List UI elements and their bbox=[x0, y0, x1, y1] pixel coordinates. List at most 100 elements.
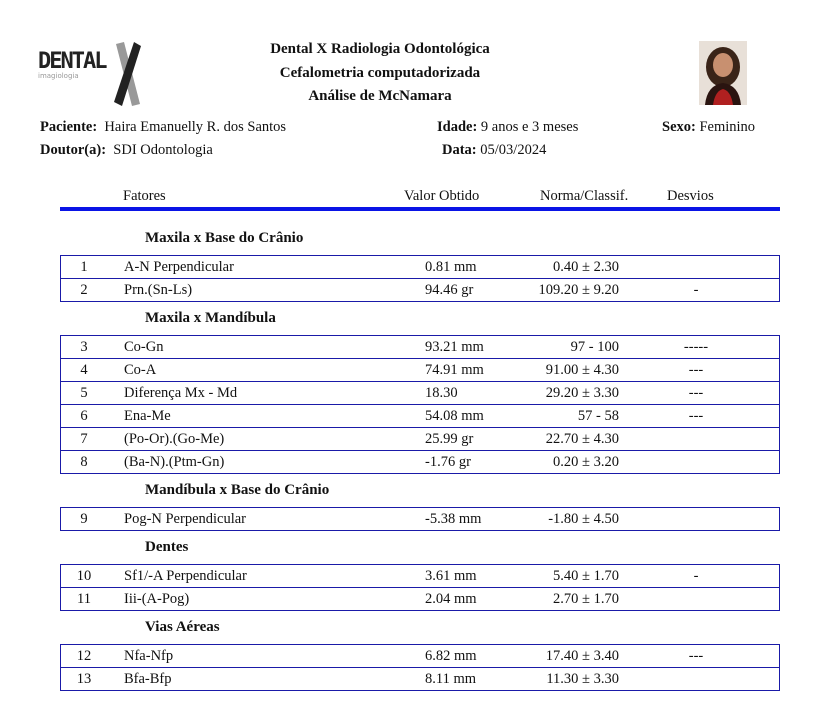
deviation-value: --- bbox=[688, 648, 704, 664]
norm-value: 11.30 ± 3.30 bbox=[546, 671, 619, 687]
doctor-label: Doutor(a): bbox=[40, 142, 107, 158]
section-title: Dentes bbox=[145, 539, 189, 555]
norm-value: 2.70 ± 1.70 bbox=[553, 591, 619, 607]
deviation-value: --- bbox=[688, 408, 704, 424]
table-row: 3 Co-Gn 93.21 mm 97 - 100 ----- bbox=[61, 336, 779, 358]
col-header-norm: Norma/Classif. bbox=[540, 188, 629, 204]
col-header-deviation: Desvios bbox=[667, 188, 714, 204]
obtained-value: 94.46 gr bbox=[425, 282, 474, 298]
norm-value: -1.80 ± 4.50 bbox=[548, 511, 619, 527]
age-field: Idade: 9 anos e 3 meses bbox=[437, 119, 578, 136]
sex-value: Feminino bbox=[699, 119, 756, 135]
section-title: Vias Aéreas bbox=[145, 619, 220, 635]
factor-name: (Ba-N).(Ptm-Gn) bbox=[124, 454, 225, 470]
section-table: 10 Sf1/-A Perpendicular 3.61 mm 5.40 ± 1.70… bbox=[60, 564, 780, 611]
table-row: 7 (Po-Or).(Go-Me) 25.99 gr 22.70 ± 4.30 bbox=[61, 427, 779, 450]
deviation-value: - bbox=[693, 282, 699, 298]
row-number: 10 bbox=[76, 568, 92, 584]
section-table: 12 Nfa-Nfp 6.82 mm 17.40 ± 3.40 --- 13 Bfa-Bfp… bbox=[60, 644, 780, 691]
norm-value: 17.40 ± 3.40 bbox=[545, 648, 619, 664]
header-divider bbox=[60, 207, 780, 211]
norm-value: 22.70 ± 4.30 bbox=[545, 431, 619, 447]
obtained-value: 54.08 mm bbox=[425, 408, 484, 424]
table-row: 10 Sf1/-A Perpendicular 3.61 mm 5.40 ± 1.70… bbox=[61, 565, 779, 587]
factor-name: A-N Perpendicular bbox=[124, 259, 234, 275]
table-row: 4 Co-A 74.91 mm 91.00 ± 4.30 --- bbox=[61, 358, 779, 381]
patient-value: Haira Emanuelly R. dos Santos bbox=[104, 119, 287, 135]
section-table: 9 Pog-N Perpendicular -5.38 mm -1.80 ± 4.50 bbox=[60, 507, 780, 531]
report-title: Dental X Radiologia Odontológica bbox=[270, 41, 490, 57]
table-row: 11 Iii-(A-Pog) 2.04 mm 2.70 ± 1.70 bbox=[61, 587, 779, 610]
row-number: 6 bbox=[80, 408, 88, 424]
obtained-value: 2.04 mm bbox=[425, 591, 477, 607]
obtained-value: 93.21 mm bbox=[425, 339, 484, 355]
factor-name: Nfa-Nfp bbox=[124, 648, 174, 664]
section-title: Maxila x Mandíbula bbox=[145, 310, 276, 326]
report-subtitle: Cefalometria computadorizada bbox=[279, 65, 481, 81]
sex-field: Sexo: Feminino bbox=[662, 119, 755, 136]
factor-name: Iii-(A-Pog) bbox=[124, 591, 190, 607]
factor-name: Co-Gn bbox=[124, 339, 164, 355]
factor-name: Ena-Me bbox=[124, 408, 171, 424]
doctor-field: Doutor(a): SDI Odontologia bbox=[40, 142, 213, 159]
row-number: 9 bbox=[80, 511, 88, 527]
row-number: 1 bbox=[80, 259, 88, 275]
table-row: 8 (Ba-N).(Ptm-Gn) -1.76 gr 0.20 ± 3.20 bbox=[61, 450, 779, 473]
obtained-value: -1.76 gr bbox=[425, 454, 471, 470]
obtained-value: 6.82 mm bbox=[425, 648, 477, 664]
table-row: 5 Diferença Mx - Md 18.30 29.20 ± 3.30 --- bbox=[61, 381, 779, 404]
norm-value: 109.20 ± 9.20 bbox=[538, 282, 619, 298]
row-number: 5 bbox=[80, 385, 88, 401]
date-value: 05/03/2024 bbox=[480, 142, 547, 158]
results-tables: Maxila x Base do Crânio 1 A-N Perpendicula… bbox=[60, 222, 780, 691]
factor-name: Prn.(Sn-Ls) bbox=[124, 282, 193, 298]
factor-name: Diferença Mx - Md bbox=[124, 385, 238, 401]
obtained-value: 18.30 bbox=[425, 385, 458, 401]
deviation-value: --- bbox=[688, 385, 704, 401]
date-label: Data: bbox=[442, 142, 477, 158]
section-title: Maxila x Base do Crânio bbox=[145, 230, 304, 246]
norm-value: 97 - 100 bbox=[570, 339, 619, 355]
age-label: Idade: bbox=[437, 119, 478, 135]
obtained-value: 3.61 mm bbox=[425, 568, 477, 584]
row-number: 7 bbox=[80, 431, 88, 447]
deviation-value: --- bbox=[688, 362, 704, 378]
table-row: 6 Ena-Me 54.08 mm 57 - 58 --- bbox=[61, 404, 779, 427]
factor-name: Bfa-Bfp bbox=[124, 671, 172, 687]
row-number: 11 bbox=[77, 591, 91, 607]
date-field: Data: 05/03/2024 bbox=[442, 142, 546, 159]
table-row: 2 Prn.(Sn-Ls) 94.46 gr 109.20 ± 9.20 - bbox=[61, 278, 779, 301]
factor-name: Co-A bbox=[124, 362, 157, 378]
norm-value: 91.00 ± 4.30 bbox=[545, 362, 619, 378]
norm-value: 0.20 ± 3.20 bbox=[553, 454, 619, 470]
svg-text:imagiologia: imagiologia bbox=[38, 72, 79, 80]
row-number: 8 bbox=[80, 454, 88, 470]
section-title: Mandíbula x Base do Crânio bbox=[145, 482, 330, 498]
obtained-value: 8.11 mm bbox=[425, 671, 477, 687]
norm-value: 5.40 ± 1.70 bbox=[553, 568, 619, 584]
factor-name: Pog-N Perpendicular bbox=[124, 511, 247, 527]
col-header-factors: Fatores bbox=[123, 188, 166, 204]
obtained-value: 74.91 mm bbox=[425, 362, 484, 378]
table-row: 1 A-N Perpendicular 0.81 mm 0.40 ± 2.30 bbox=[61, 256, 779, 278]
obtained-value: 0.81 mm bbox=[425, 259, 477, 275]
svg-text:DENTAL: DENTAL bbox=[38, 49, 107, 74]
section-table: 3 Co-Gn 93.21 mm 97 - 100 ----- 4 Co-A 74.91 mm… bbox=[60, 335, 780, 474]
norm-value: 57 - 58 bbox=[577, 408, 619, 424]
factor-name: Sf1/-A Perpendicular bbox=[124, 568, 247, 584]
table-row: 9 Pog-N Perpendicular -5.38 mm -1.80 ± 4.50 bbox=[61, 508, 779, 530]
table-row: 13 Bfa-Bfp 8.11 mm 11.30 ± 3.30 bbox=[61, 667, 779, 690]
row-number: 3 bbox=[80, 339, 88, 355]
age-value: 9 anos e 3 meses bbox=[480, 119, 579, 135]
deviation-value: - bbox=[693, 568, 699, 584]
deviation-value: ----- bbox=[683, 339, 709, 355]
norm-value: 0.40 ± 2.30 bbox=[553, 259, 619, 275]
doctor-value: SDI Odontologia bbox=[113, 142, 213, 158]
patient-photo bbox=[699, 41, 747, 105]
col-header-value: Valor Obtido bbox=[404, 188, 480, 204]
patient-field: Paciente: Haira Emanuelly R. dos Santos bbox=[40, 119, 286, 136]
obtained-value: 25.99 gr bbox=[425, 431, 474, 447]
analysis-title: Análise de McNamara bbox=[308, 88, 452, 104]
section-table: 1 A-N Perpendicular 0.81 mm 0.40 ± 2.30 2 Prn… bbox=[60, 255, 780, 302]
